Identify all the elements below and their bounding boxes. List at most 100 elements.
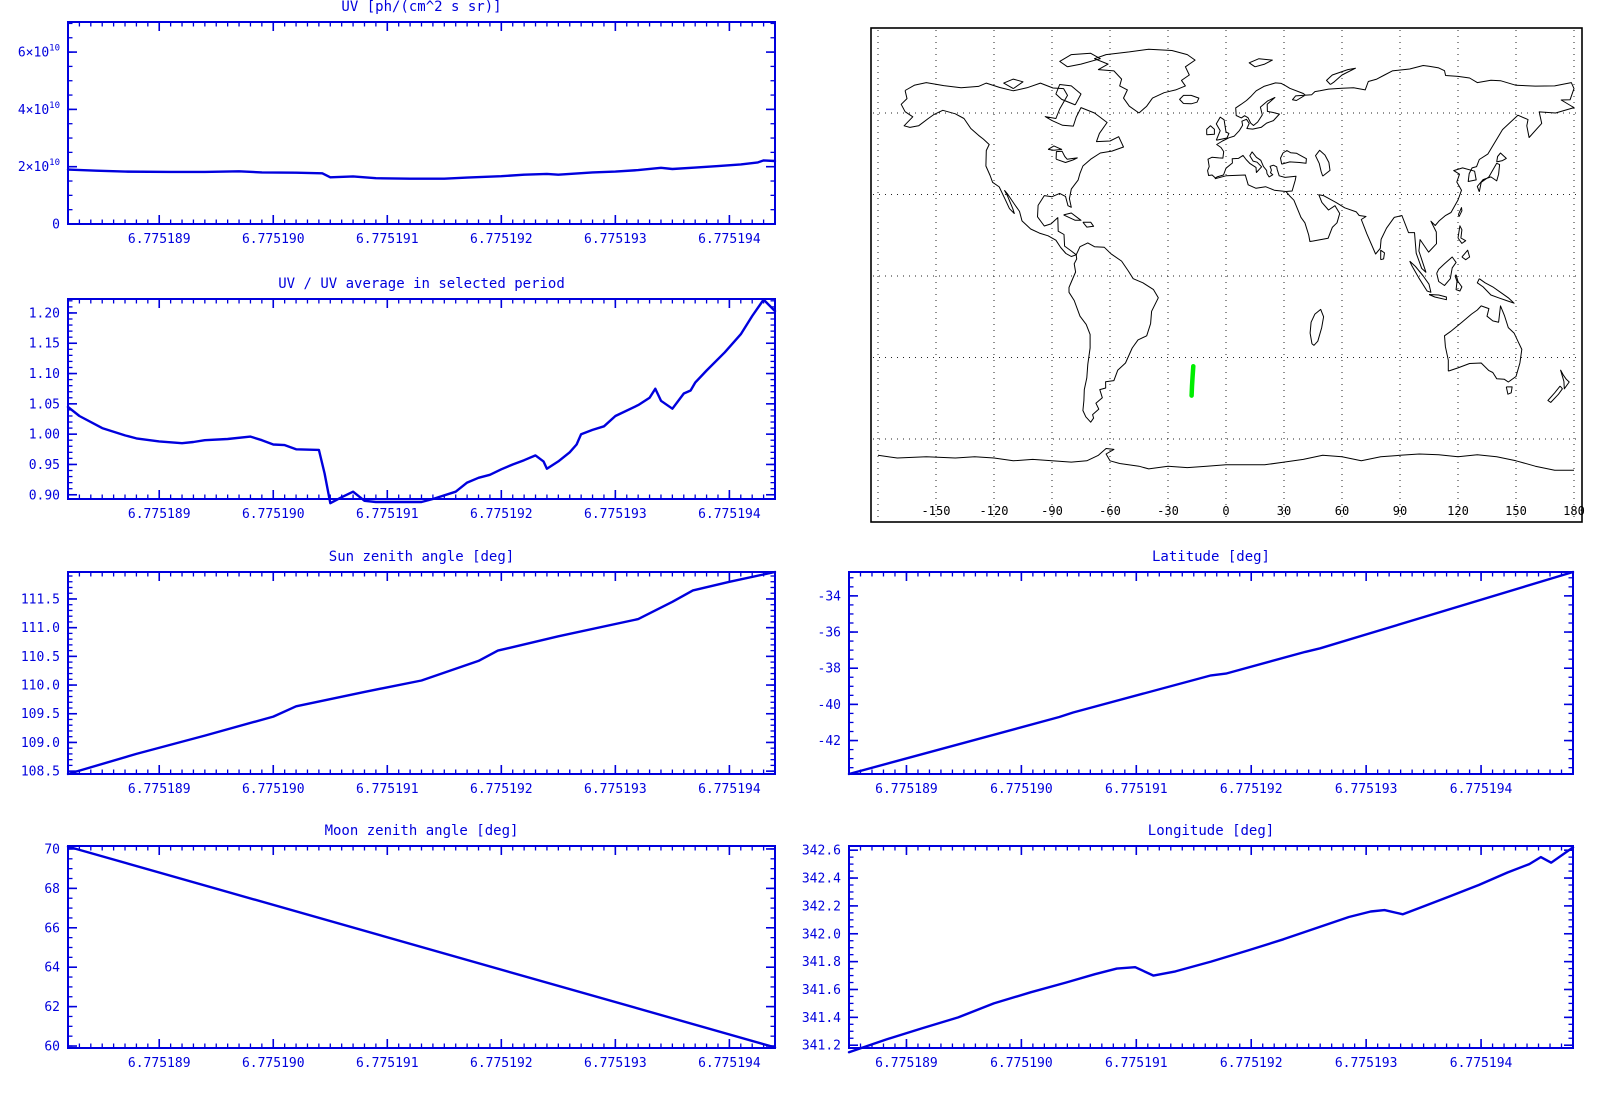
x-tick-label: 6.775190 [990, 782, 1053, 797]
y-tick-label: 109.5 [21, 707, 60, 722]
map-lon-label: -60 [1099, 504, 1121, 518]
y-tick-label: 1.00 [29, 428, 60, 443]
y-tick-label: 110.5 [21, 650, 60, 665]
y-tick-label: 341.8 [802, 955, 841, 970]
y-tick-label: 111.0 [21, 621, 60, 636]
uv-ratio-plot-title: UV / UV average in selected period [278, 276, 565, 292]
coastline-novaya-zemlya [1326, 67, 1356, 85]
coastline-philippines-luzon [1457, 225, 1467, 244]
y-tick-label: -34 [818, 589, 842, 604]
world-map: -150 -120 -90 -60 -30 0 30 60 90 120 150 180 [870, 27, 1585, 523]
x-tick-label: 6.775192 [470, 1056, 533, 1071]
coastline-philippines-mindanao [1461, 249, 1471, 261]
coastline-sri-lanka [1380, 249, 1385, 261]
y-tick-label: 4×1010 [18, 101, 60, 118]
y-tick-label: 62 [44, 1000, 60, 1015]
y-tick-label: -38 [818, 662, 841, 677]
x-tick-label: 6.775191 [356, 1056, 419, 1071]
coastline-taiwan [1457, 207, 1463, 217]
y-tick-label: 341.2 [802, 1039, 841, 1054]
coastline-australia [1444, 305, 1523, 383]
x-tick-label: 6.775190 [242, 507, 305, 522]
map-lon-label: -120 [980, 504, 1009, 518]
x-tick-label: 6.775194 [698, 782, 761, 797]
y-tick-label: 0.95 [29, 458, 60, 473]
coastline-iceland [1179, 94, 1200, 105]
moon-zenith-plot-title: Moon zenith angle [deg] [325, 823, 519, 839]
x-tick-label: 6.775192 [470, 782, 533, 797]
y-tick-label: 1.10 [29, 367, 60, 382]
y-tick-label: 1.20 [29, 306, 60, 321]
coastline-madagascar [1309, 308, 1325, 346]
coastline-black-sea [1280, 150, 1307, 165]
x-tick-label: 6.775189 [875, 782, 938, 797]
coastline-lakes-huron-erie [1055, 150, 1078, 163]
x-tick-label: 6.775191 [356, 782, 419, 797]
x-tick-label: 6.775189 [128, 1056, 191, 1071]
moon-zenith-plot-series [66, 845, 777, 1049]
map-lon-label: 60 [1335, 504, 1349, 518]
latitude-plot-title: Latitude [deg] [1152, 549, 1270, 565]
map-lon-label: 30 [1277, 504, 1291, 518]
y-tick-label: 68 [44, 882, 60, 897]
x-tick-label: 6.775194 [1450, 1056, 1513, 1071]
y-tick-label: 0 [52, 218, 60, 233]
x-tick-label: 6.775194 [1450, 782, 1513, 797]
coastline-tasmania [1505, 386, 1513, 395]
y-tick-label: 6×1010 [18, 44, 60, 61]
x-tick-label: 6.775193 [584, 507, 647, 522]
uv-plot-series [66, 159, 777, 180]
y-tick-label: -40 [818, 698, 841, 713]
coastline-svalbard [1248, 58, 1273, 68]
x-tick-label: 6.775191 [1105, 782, 1168, 797]
coastline-britain [1215, 116, 1230, 141]
coastline-south-america [1068, 242, 1159, 423]
x-tick-label: 6.775193 [584, 1056, 647, 1071]
coastline-nz-north [1560, 369, 1570, 390]
coastline-borneo [1436, 256, 1457, 286]
coastline-baffin-island [1055, 84, 1082, 106]
x-tick-label: 6.775194 [698, 232, 761, 247]
uv-ratio-plot-series [66, 298, 777, 505]
map-lon-label: -30 [1157, 504, 1179, 518]
x-tick-label: 6.775194 [698, 1056, 761, 1071]
uv-plot-title: UV [ph/(cm^2 s sr)] [341, 0, 501, 15]
coastline-ellesmere-island [1059, 52, 1101, 68]
uv-ratio-plot: 6.775189 6.775190 6.775191 6.775192 6.775193… [29, 276, 777, 522]
y-tick-label: 342.6 [802, 844, 841, 859]
map-lon-label: 150 [1505, 504, 1527, 518]
y-tick-label: 0.90 [29, 488, 60, 503]
y-tick-label: 109.0 [21, 736, 60, 751]
y-tick-label: 1.05 [29, 397, 60, 412]
y-tick-label: 342.4 [802, 872, 841, 887]
map-frame [870, 27, 1583, 523]
y-tick-label: 110.0 [21, 679, 60, 694]
y-tick-label: 108.5 [21, 765, 60, 780]
y-tick-label: 60 [44, 1040, 60, 1055]
coastline-lake-superior [1047, 145, 1063, 151]
x-tick-label: 6.775190 [990, 1056, 1053, 1071]
coastline-caspian-sea [1315, 149, 1331, 177]
longitude-plot-title: Longitude [deg] [1148, 823, 1274, 839]
coastline-japan-honshu [1476, 162, 1501, 192]
y-tick-label: 341.4 [802, 1011, 841, 1026]
coastline-hispaniola [1082, 221, 1095, 228]
y-tick-label: 70 [44, 842, 60, 857]
x-tick-label: 6.775189 [875, 1056, 938, 1071]
y-tick-label: 1.15 [29, 337, 60, 352]
x-tick-label: 6.775193 [584, 232, 647, 247]
ground-track [1189, 363, 1196, 398]
map-lon-label: -150 [922, 504, 951, 518]
map-lon-label: -90 [1041, 504, 1063, 518]
x-tick-label: 6.775192 [470, 232, 533, 247]
coastline-java [1428, 294, 1447, 301]
coastline-ireland [1206, 125, 1215, 136]
longitude-plot: 6.775189 6.775190 6.775191 6.775192 6.775193… [802, 823, 1575, 1071]
x-tick-label: 6.775189 [128, 782, 191, 797]
x-tick-label: 6.775190 [242, 1056, 305, 1071]
longitude-plot-series [847, 846, 1575, 1054]
coastline-nz-south [1547, 385, 1563, 403]
x-tick-label: 6.775193 [1335, 1056, 1398, 1071]
